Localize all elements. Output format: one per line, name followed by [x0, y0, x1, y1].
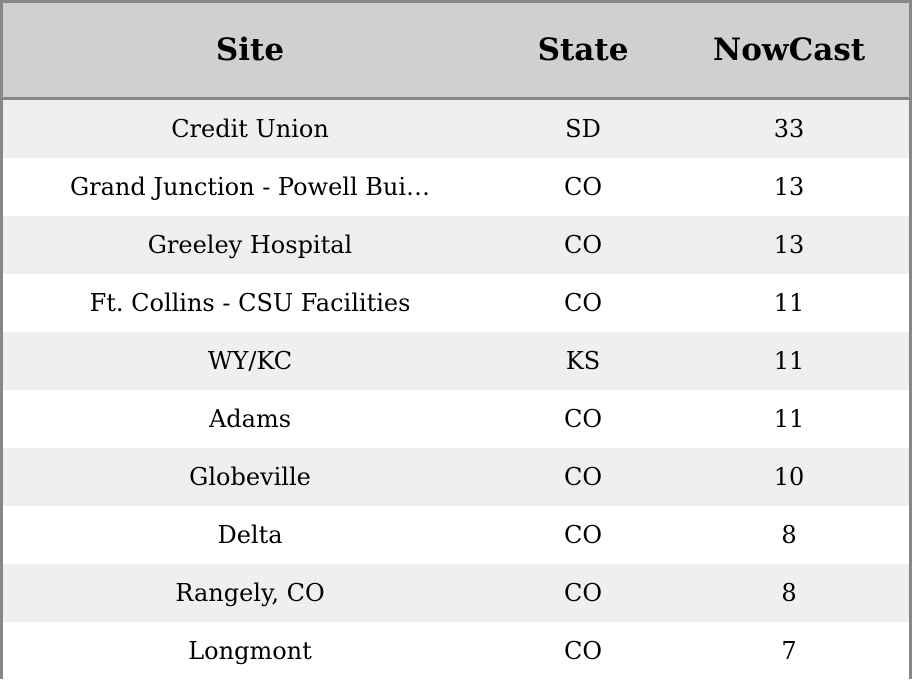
nowcast-cell: 11: [773, 405, 805, 433]
nowcast-cell: 7: [781, 637, 797, 665]
state-cell: CO: [563, 405, 603, 433]
table-row: Globeville CO 10: [3, 448, 909, 506]
nowcast-cell: 33: [773, 115, 805, 143]
table-row: Longmont CO 7: [3, 622, 909, 680]
site-cell: Rangely, CO: [175, 579, 325, 607]
table-row: Ft. Collins - CSU Facilities CO 11: [3, 274, 909, 332]
header-state: State: [537, 32, 629, 68]
table-row: Delta CO 8: [3, 506, 909, 564]
nowcast-cell: 10: [773, 463, 805, 491]
state-cell: CO: [563, 173, 603, 201]
table-row: Adams CO 11: [3, 390, 909, 448]
site-cell: Greeley Hospital: [147, 231, 353, 259]
state-cell: KS: [565, 347, 601, 375]
nowcast-cell: 11: [773, 347, 805, 375]
site-cell: Longmont: [188, 637, 312, 665]
state-cell: CO: [563, 231, 603, 259]
site-cell: Credit Union: [171, 115, 329, 143]
site-cell: Grand Junction - Powell Bui…: [69, 173, 431, 201]
table-header: Site State NowCast: [3, 3, 909, 100]
table-row: Credit Union SD 33: [3, 100, 909, 158]
header-nowcast: NowCast: [712, 32, 866, 68]
table-row: WY/KC KS 11: [3, 332, 909, 390]
state-cell: CO: [563, 579, 603, 607]
table-row: Rangely, CO CO 8: [3, 564, 909, 622]
site-cell: Ft. Collins - CSU Facilities: [89, 289, 411, 317]
state-cell: CO: [563, 637, 603, 665]
state-cell: CO: [563, 521, 603, 549]
state-cell: SD: [565, 115, 601, 143]
nowcast-cell: 13: [773, 231, 805, 259]
nowcast-cell: 8: [781, 521, 797, 549]
state-cell: CO: [563, 463, 603, 491]
nowcast-cell: 13: [773, 173, 805, 201]
nowcast-cell: 8: [781, 579, 797, 607]
table-row: Greeley Hospital CO 13: [3, 216, 909, 274]
site-cell: Delta: [217, 521, 283, 549]
site-cell: Globeville: [189, 463, 311, 491]
table-row: Grand Junction - Powell Bui… CO 13: [3, 158, 909, 216]
state-cell: CO: [563, 289, 603, 317]
nowcast-cell: 11: [773, 289, 805, 317]
site-cell: Adams: [208, 405, 292, 433]
header-site: Site: [215, 32, 285, 68]
site-cell: WY/KC: [207, 347, 293, 375]
